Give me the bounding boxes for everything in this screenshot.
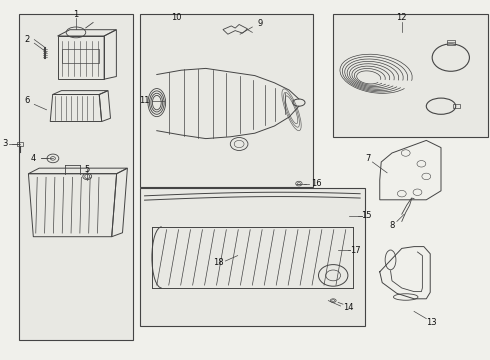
Text: 11: 11 (139, 96, 150, 105)
Bar (453, 104, 460, 108)
Text: 12: 12 (396, 13, 407, 22)
Text: 15: 15 (361, 211, 372, 220)
Text: 9: 9 (257, 19, 262, 28)
Text: 10: 10 (171, 13, 182, 22)
Bar (447, 40, 455, 45)
Text: 16: 16 (311, 179, 321, 188)
Text: 17: 17 (350, 246, 361, 255)
Bar (140, 188, 365, 326)
Text: 6: 6 (24, 96, 29, 105)
Text: 1: 1 (74, 10, 78, 19)
Text: 3: 3 (2, 139, 7, 148)
Bar (17, 142, 23, 146)
Text: 4: 4 (31, 154, 36, 163)
Bar (333, 14, 488, 137)
Bar (140, 14, 313, 187)
Text: 14: 14 (343, 303, 353, 312)
Bar (19, 14, 133, 340)
Text: 5: 5 (85, 165, 90, 174)
Text: 13: 13 (426, 318, 437, 327)
Bar (63, 49, 99, 63)
Text: 18: 18 (213, 258, 223, 267)
Text: 8: 8 (390, 220, 394, 230)
Text: 2: 2 (24, 35, 29, 44)
Text: 7: 7 (365, 154, 370, 163)
